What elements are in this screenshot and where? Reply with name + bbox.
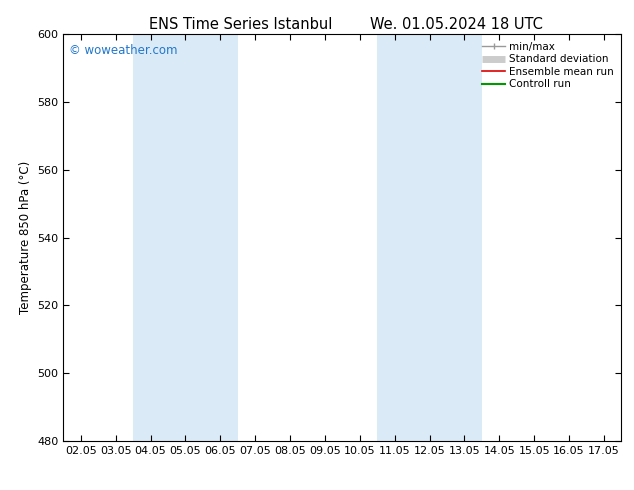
Y-axis label: Temperature 850 hPa (°C): Temperature 850 hPa (°C) <box>19 161 32 314</box>
Text: © woweather.com: © woweather.com <box>69 45 178 57</box>
Bar <box>377 34 482 441</box>
Text: ENS Time Series Istanbul: ENS Time Series Istanbul <box>149 17 333 32</box>
Legend: min/max, Standard deviation, Ensemble mean run, Controll run: min/max, Standard deviation, Ensemble me… <box>478 37 618 94</box>
Bar <box>133 34 238 441</box>
Text: We. 01.05.2024 18 UTC: We. 01.05.2024 18 UTC <box>370 17 543 32</box>
